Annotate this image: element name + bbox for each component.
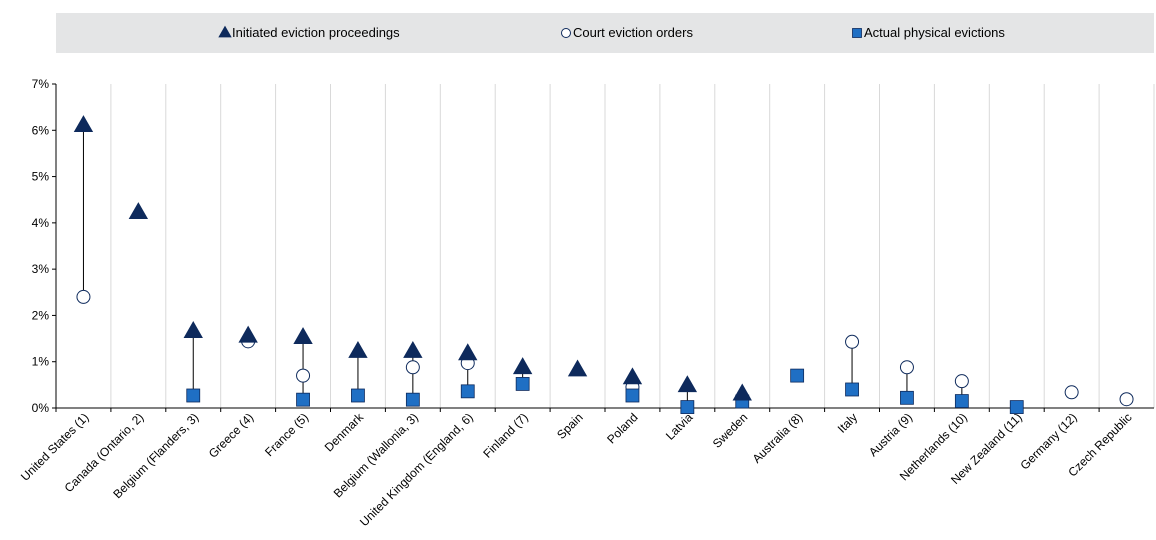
actual-physical-evictions-point-italy bbox=[845, 382, 859, 397]
initiated-eviction-proceedings-point-sweden bbox=[732, 383, 752, 401]
y-tick-label: 4% bbox=[32, 216, 50, 230]
court-eviction-orders-point-italy bbox=[845, 334, 860, 349]
court-eviction-orders-point-united-states-1 bbox=[76, 289, 91, 304]
x-tick-label-germany-12: Germany (12) bbox=[1018, 410, 1080, 472]
y-tick-label: 2% bbox=[32, 308, 50, 322]
actual-physical-evictions-point-denmark bbox=[351, 388, 365, 403]
initiated-eviction-proceedings-point-spain bbox=[567, 359, 588, 377]
actual-physical-evictions-point-poland bbox=[625, 388, 640, 403]
actual-physical-evictions-point-finland-7 bbox=[515, 377, 530, 391]
x-tick-label-poland: Poland bbox=[604, 410, 640, 446]
y-tick-label: 3% bbox=[32, 262, 50, 276]
x-tick-label-latvia: Latvia bbox=[663, 410, 696, 443]
actual-physical-evictions-point-france-5 bbox=[296, 392, 310, 407]
x-tick-label-france-5: France (5) bbox=[262, 410, 311, 459]
legend-marker-initiated-eviction-proceedings bbox=[218, 25, 232, 38]
x-tick-label-sweden: Sweden bbox=[710, 410, 751, 451]
initiated-eviction-proceedings-point-france-5 bbox=[293, 327, 313, 345]
court-eviction-orders-point-czech-republic bbox=[1119, 392, 1134, 407]
legend-label-actual-physical-evictions: Actual physical evictions bbox=[864, 25, 1005, 40]
actual-physical-evictions-point-netherlands-10 bbox=[954, 394, 969, 408]
x-tick-label-italy: Italy bbox=[835, 410, 860, 435]
grid bbox=[55, 84, 1155, 408]
actual-physical-evictions-point-belgium-wallonia-3 bbox=[405, 392, 420, 407]
court-eviction-orders-point-germany-12 bbox=[1064, 385, 1079, 400]
legend-background bbox=[56, 13, 1154, 53]
y-tick-label: 1% bbox=[32, 355, 50, 369]
legend-marker-court-eviction-orders bbox=[561, 28, 571, 38]
x-tick-label-finland-7: Finland (7) bbox=[480, 410, 530, 460]
court-eviction-orders-point-france-5 bbox=[296, 368, 311, 383]
actual-physical-evictions-point-latvia bbox=[680, 400, 695, 414]
court-eviction-orders-point-netherlands-10 bbox=[954, 374, 969, 389]
x-tick-label-spain: Spain bbox=[554, 410, 586, 442]
initiated-eviction-proceedings-point-belgium-flanders-3 bbox=[183, 321, 203, 339]
x-tick-label-austria-9: Austria (9) bbox=[866, 410, 915, 459]
initiated-eviction-proceedings-point-finland-7 bbox=[512, 357, 533, 375]
initiated-eviction-proceedings-point-united-kingdom-england-6 bbox=[458, 343, 478, 361]
actual-physical-evictions-point-new-zealand-11 bbox=[1009, 400, 1024, 414]
initiated-eviction-proceedings-point-poland bbox=[622, 367, 643, 385]
y-axis: 0% 1% 2% 3% 4% 5% 6% 7% bbox=[32, 77, 57, 415]
x-tick-label-australia-8: Australia (8) bbox=[750, 410, 806, 466]
y-tick-label: 7% bbox=[32, 77, 50, 91]
court-eviction-orders-point-austria-9 bbox=[899, 360, 914, 375]
initiated-eviction-proceedings-point-greece-4 bbox=[238, 325, 258, 343]
x-axis: United States (1)Canada (Ontario, 2)Belg… bbox=[18, 407, 1154, 529]
initiated-eviction-proceedings-point-denmark bbox=[348, 340, 368, 358]
legend-label-initiated-eviction-proceedings: Initiated eviction proceedings bbox=[232, 25, 400, 40]
legend: Initiated eviction proceedings Court evic… bbox=[218, 25, 1005, 40]
initiated-eviction-proceedings-point-united-states-1 bbox=[73, 115, 94, 133]
x-tick-label-greece-4: Greece (4) bbox=[206, 410, 256, 460]
actual-physical-evictions-point-australia-8 bbox=[790, 368, 805, 383]
actual-physical-evictions-point-united-kingdom-england-6 bbox=[460, 384, 475, 399]
x-tick-label-denmark: Denmark bbox=[322, 410, 367, 455]
y-tick-label: 0% bbox=[32, 401, 50, 415]
initiated-eviction-proceedings-point-canada-ontario-2 bbox=[128, 202, 149, 220]
initiated-eviction-proceedings-point-belgium-wallonia-3 bbox=[403, 340, 423, 358]
actual-physical-evictions-point-austria-9 bbox=[900, 390, 914, 405]
y-tick-label: 5% bbox=[32, 170, 50, 184]
y-tick-label: 6% bbox=[32, 123, 50, 137]
legend-marker-actual-physical-evictions bbox=[852, 28, 862, 38]
x-tick-label-united-kingdom-england-6: United Kingdom (England, 6) bbox=[357, 410, 476, 529]
actual-physical-evictions-point-belgium-flanders-3 bbox=[186, 388, 201, 403]
court-eviction-orders-point-belgium-wallonia-3 bbox=[405, 360, 420, 375]
initiated-eviction-proceedings-point-latvia bbox=[677, 375, 698, 393]
legend-label-court-eviction-orders: Court eviction orders bbox=[573, 25, 693, 40]
data-marks bbox=[73, 115, 1134, 414]
